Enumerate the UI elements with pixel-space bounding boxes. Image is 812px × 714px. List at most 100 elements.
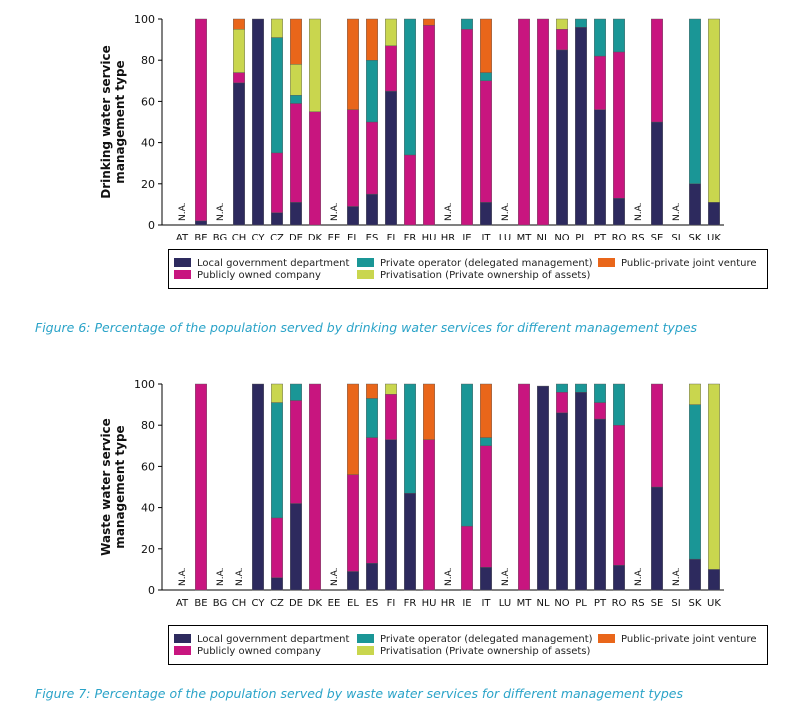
x-tick-label: BG — [213, 233, 227, 240]
na-label: N.A. — [216, 203, 226, 221]
x-tick-label: DE — [289, 598, 303, 606]
legend-item-publicly-owned: Publicly owned company — [174, 270, 321, 281]
bar-segment — [537, 18, 549, 226]
bar-segment — [233, 18, 245, 30]
y-axis-title: management type — [113, 60, 127, 183]
bar-segment — [271, 152, 283, 213]
x-tick-label: MT — [517, 233, 533, 240]
y-axis-title: Waste water service — [99, 418, 113, 556]
bar-segment — [537, 385, 549, 591]
x-tick-label: BE — [194, 598, 207, 606]
na-label: N.A. — [235, 568, 245, 586]
bar-segment — [233, 82, 245, 226]
bar-segment — [195, 18, 207, 222]
legend-swatch — [357, 646, 374, 655]
na-label: N.A. — [178, 568, 188, 586]
y-tick-label: 20 — [141, 543, 155, 556]
x-tick-label: FR — [404, 598, 417, 606]
x-tick-label: NL — [536, 598, 549, 606]
bar-segment — [404, 492, 416, 591]
bar-segment — [385, 90, 397, 226]
na-label: N.A. — [501, 568, 511, 586]
bar-segment — [613, 565, 625, 591]
bar-segment — [252, 383, 264, 591]
x-tick-label: HR — [441, 233, 456, 240]
na-label: N.A. — [330, 203, 340, 221]
bar-segment — [309, 383, 321, 591]
bar-segment — [366, 60, 378, 123]
bar-segment — [556, 392, 568, 414]
bar-segment — [651, 18, 663, 123]
bar-segment — [480, 18, 492, 73]
bar-segment — [423, 439, 435, 591]
bar-segment — [347, 109, 359, 207]
bar-segment — [271, 37, 283, 154]
legend-item-joint-venture: Public-private joint venture — [598, 634, 757, 645]
x-tick-label: NO — [554, 233, 569, 240]
bar-segment — [423, 18, 435, 26]
x-tick-label: HU — [422, 598, 437, 606]
x-tick-label: IE — [462, 233, 471, 240]
bar-segment — [689, 383, 701, 405]
legend-swatch — [598, 634, 615, 643]
x-tick-label: BE — [194, 233, 207, 240]
figure-caption: Figure 6: Percentage of the population s… — [35, 320, 698, 335]
bar-segment — [423, 383, 435, 440]
legend-item-private-operator: Private operator (delegated management) — [357, 634, 593, 645]
x-tick-label: CY — [252, 598, 266, 606]
bar-segment — [575, 18, 587, 28]
na-label: N.A. — [634, 203, 644, 221]
bar-segment — [423, 24, 435, 226]
bar-segment — [290, 503, 302, 591]
y-tick-label: 80 — [141, 54, 155, 67]
na-label: N.A. — [330, 568, 340, 586]
bar-segment — [461, 29, 473, 226]
y-axis-title: Drinking water service — [99, 45, 113, 198]
x-tick-label: SK — [689, 598, 702, 606]
bar-segment — [708, 569, 720, 591]
bar-segment — [271, 212, 283, 226]
x-tick-label: DE — [289, 233, 303, 240]
legend-swatch — [357, 270, 374, 279]
y-tick-label: 20 — [141, 178, 155, 191]
x-tick-label: EL — [347, 598, 359, 606]
bar-segment — [366, 193, 378, 226]
x-tick-label: NL — [536, 233, 549, 240]
figure-7: Waste water service management type 0 20 40 6… — [0, 366, 812, 714]
na-label: N.A. — [444, 203, 454, 221]
legend-item-private-operator: Private operator (delegated management) — [357, 258, 593, 269]
legend-item-local-government: Local government department — [174, 634, 349, 645]
bar-segment — [347, 18, 359, 110]
bar-segment — [404, 18, 416, 156]
x-tick-label: FI — [387, 233, 396, 240]
waste-water-chart: Waste water service management type 0 20 40 6… — [99, 378, 724, 606]
bar-segment — [708, 202, 720, 226]
bar-segment — [271, 517, 283, 578]
bar-segment — [556, 18, 568, 30]
x-tick-label: RO — [612, 233, 627, 240]
legend-swatch — [174, 270, 191, 279]
x-tick-label: SI — [671, 598, 680, 606]
bar-segment — [613, 18, 625, 53]
bar-segment — [290, 18, 302, 65]
bar-segment — [290, 64, 302, 96]
x-tick-label: DK — [308, 598, 323, 606]
x-tick-label: SE — [651, 233, 664, 240]
bar-segment — [271, 402, 283, 519]
bar-segment — [689, 558, 701, 591]
bar-segment — [252, 18, 264, 226]
drinking-water-chart: Drinking water service management type 0 20… — [99, 13, 724, 240]
bar-segment — [366, 398, 378, 438]
bar-segment — [461, 18, 473, 30]
x-tick-label: RS — [631, 598, 644, 606]
x-tick-label: EE — [328, 598, 341, 606]
bar-segment — [651, 121, 663, 226]
x-tick-label: CH — [232, 598, 247, 606]
x-tick-label: CH — [232, 233, 247, 240]
bar-segment — [290, 383, 302, 401]
bar-segment — [480, 72, 492, 81]
bar-segment — [518, 383, 530, 591]
legend-swatch — [174, 646, 191, 655]
bar-segment — [309, 18, 321, 112]
bar-segment — [613, 51, 625, 199]
